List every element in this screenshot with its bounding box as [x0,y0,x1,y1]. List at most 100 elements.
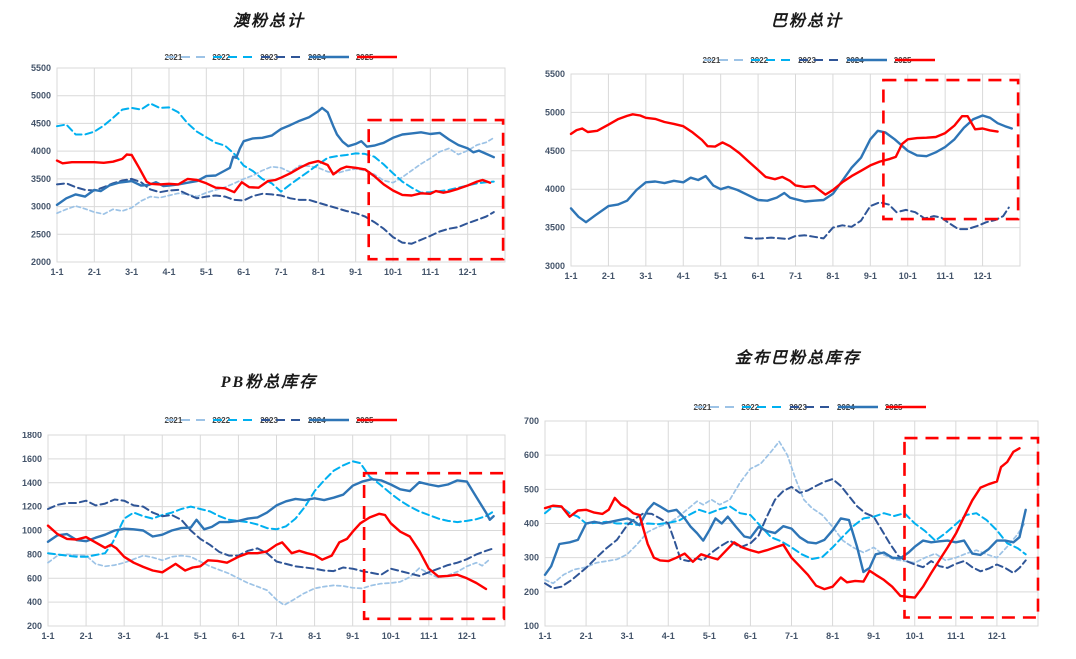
x-axis-tick-label: 5-1 [200,267,213,277]
legend-bafen: 2021 2022 2023 2024 2025 [538,53,1076,67]
legend-item-2024: 2024 [308,416,349,425]
x-axis-tick-label: 7-1 [789,271,802,281]
y-axis-tick-label: 4500 [31,118,51,128]
legend-item-2023: 2023 [260,53,302,62]
legend-aofen: 2021 2022 2023 2024 2025 [0,50,538,64]
y-axis-tick-label: 4500 [545,146,565,156]
y-axis-tick-label: 2500 [31,229,51,239]
legend-item-2023: 2023 [789,403,831,412]
y-axis-tick-label: 200 [27,621,42,631]
x-axis-tick-label: 9-1 [346,631,359,641]
chart-card-bafen-total: 巴粉总计 2021 2022 2023 2024 2025 5500 5000 4500 40… [538,0,1076,300]
legend-item-2022: 2022 [741,403,783,412]
y-axis-tick-label: 400 [524,519,539,529]
series-line-2025 [543,447,1021,599]
x-axis-tick-label: 3-1 [639,271,652,281]
x-axis-tick-label: 12-1 [974,271,992,281]
dashed-line-marker-icon [799,58,840,62]
x-axis-tick-label: 5-1 [703,631,716,641]
y-axis-tick-label: 1800 [22,432,42,440]
legend-item-2023: 2023 [260,416,302,425]
x-axis-tick-label: 5-1 [194,631,207,641]
legend-item-2024: 2024 [837,403,878,412]
x-axis-tick-label: 8-1 [826,271,839,281]
x-axis-tick-label: 3-1 [621,631,634,641]
series-line-2025 [55,153,492,197]
x-axis-tick-label: 10-1 [384,267,402,277]
x-axis-tick-label: 4-1 [156,631,169,641]
chart-title-bafen: 巴粉总计 [770,13,843,30]
solid-line-marker-icon [308,418,349,422]
legend-item-2025: 2025 [356,416,397,425]
y-axis-tick-label: 400 [27,597,42,607]
dashed-line-marker-icon [751,58,792,62]
series-line-2023 [47,498,495,577]
y-axis-tick-label: 3500 [31,174,51,184]
x-axis-tick-label: 7-1 [270,631,283,641]
series-line-2023 [544,478,1027,590]
series-line-2024 [569,114,1013,224]
series-line-2022 [544,505,1027,560]
series-line-2021 [544,440,1027,585]
chart-card-jinbuba-inventory: 金布巴粉总库存 2021 2022 2023 2024 2025 700 600 500 40… [520,332,1076,659]
legend-pbfen: 2021 2022 2023 2024 2025 [0,413,538,427]
y-axis-tick-label: 700 [524,416,539,426]
gridlines [570,73,1021,267]
series-line-2025 [46,512,488,591]
y-axis-tick-label: 300 [524,553,539,563]
x-axis-tick-label: 12-1 [458,631,476,641]
highlight-rect-annotation [882,78,1020,221]
legend-item-2025: 2025 [894,56,935,65]
solid-line-marker-icon [356,418,397,422]
x-axis-tick-label: 10-1 [899,271,917,281]
series-line-2025 [569,113,999,196]
chart-card-aofen-total: 澳粉总计 2021 2022 2023 2024 2025 5500 5000 4500 40… [0,0,538,300]
y-axis-tick-label: 5000 [545,107,565,117]
dashed-line-marker-icon [165,55,206,59]
x-axis-tick-label: 2-1 [88,267,101,277]
chart-title-aofen: 澳粉总计 [232,13,305,30]
x-axis-tick-label: 7-1 [274,267,287,277]
legend-item-2024: 2024 [846,56,887,65]
legend-jinbuba: 2021 2022 2023 2024 2025 [520,400,1076,414]
y-axis-tick-label: 4000 [545,184,565,194]
x-axis-tick-label: 5-1 [714,271,727,281]
solid-line-marker-icon [837,405,878,409]
chart-card-pbfen-inventory: PB粉总库存 2021 2022 2023 2024 2025 1800 1600 1400… [0,352,538,659]
x-axis-tick-label: 9-1 [867,631,880,641]
series-line-2024 [543,501,1027,577]
y-axis-tick-label: 800 [27,549,42,559]
y-axis-tick-label: 4000 [31,146,51,156]
solid-line-marker-icon [885,405,926,409]
series-line-2024 [55,106,495,207]
y-axis-tick-label: 3000 [31,202,51,212]
dashed-line-marker-icon [213,418,254,422]
x-axis-tick-label: 11-1 [422,267,440,277]
series-line-2023 [56,177,495,245]
y-axis-tick-label: 500 [524,484,539,494]
x-axis-tick-label: 10-1 [382,631,400,641]
series-line-2021 [56,136,495,215]
legend-item-2025: 2025 [356,53,397,62]
y-axis-tick-label: 3000 [545,261,565,271]
dashed-line-marker-icon [694,405,735,409]
series-line-2023 [744,201,1010,241]
y-axis-tick-label: 5500 [545,69,565,79]
dashed-line-marker-icon [261,418,302,422]
x-axis-tick-label: 2-1 [580,631,593,641]
x-axis-tick-label: 8-1 [312,267,325,277]
y-axis-tick-label: 100 [524,621,539,631]
y-axis-tick-label: 3500 [545,223,565,233]
legend-item-2022: 2022 [212,416,254,425]
x-axis-tick-label: 6-1 [752,271,765,281]
legend-item-2022: 2022 [750,56,792,65]
x-axis-tick-label: 11-1 [420,631,438,641]
x-axis-tick-label: 1-1 [50,267,63,277]
highlight-rect-annotation [362,471,506,621]
dashed-line-marker-icon [742,405,783,409]
dashed-line-marker-icon [261,55,302,59]
